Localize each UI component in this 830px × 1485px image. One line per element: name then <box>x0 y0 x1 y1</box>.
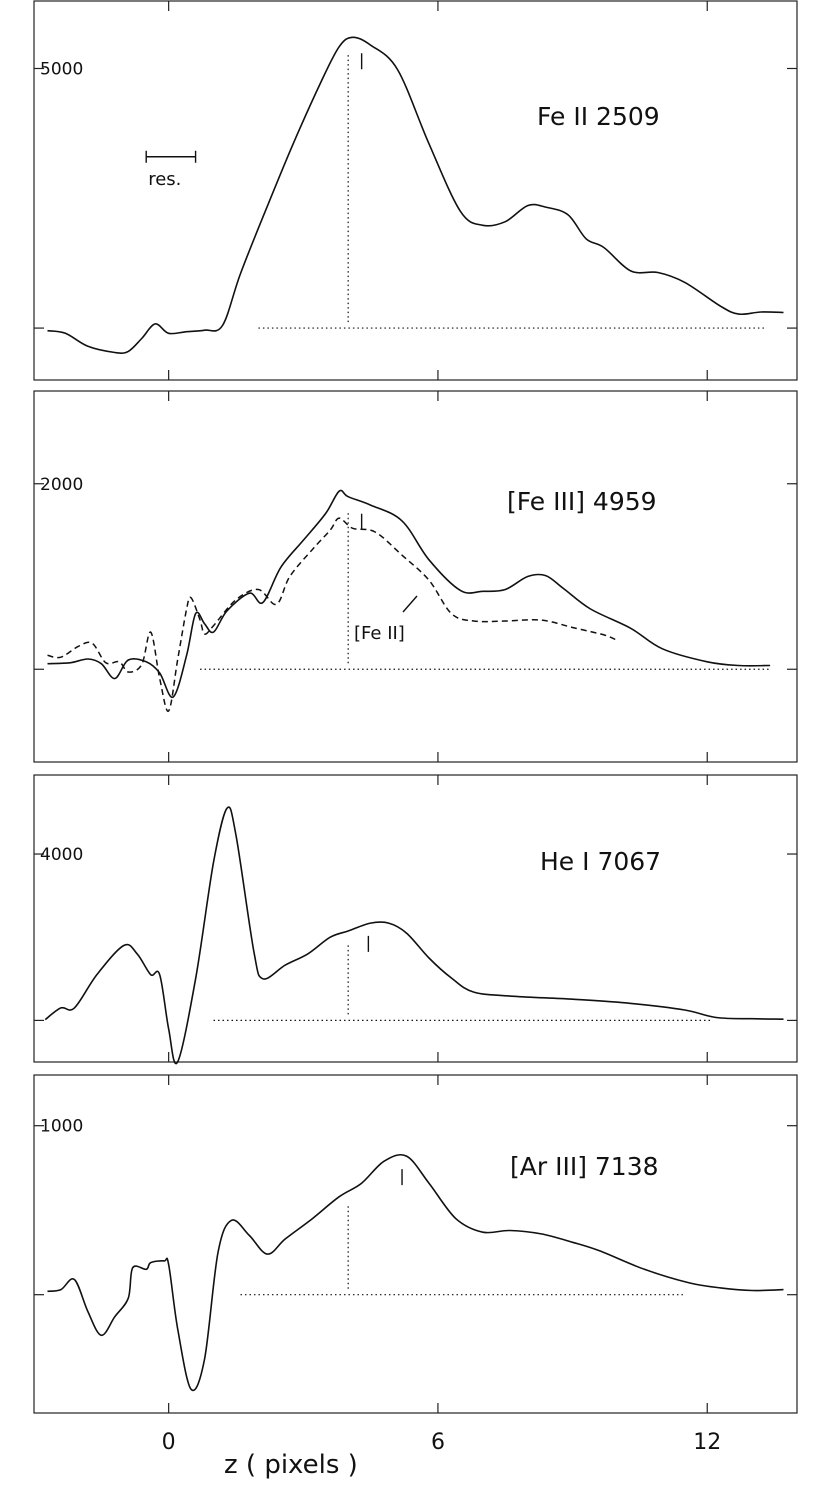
series-line-solid <box>44 806 784 1065</box>
panel-frame <box>33 1074 798 1414</box>
panel-frame <box>33 0 798 381</box>
line-label: [Fe III] 4959 <box>507 487 657 516</box>
x-axis-label: z ( pixels ) <box>224 1450 358 1480</box>
panel-3: 4000 He I 7067 <box>33 774 798 1065</box>
series-line-solid <box>47 489 771 698</box>
x-tick-label: 12 <box>693 1430 721 1455</box>
y-tick-label: 4000 <box>40 845 83 865</box>
panel-4: 1000 [Ar III] 7138 <box>33 1074 798 1414</box>
panel-2: 2000 [Fe III] 4959 [Fe II] <box>33 390 798 763</box>
annotation-label: [Fe II] <box>354 623 405 644</box>
panel-frame <box>33 774 798 1063</box>
panel-1: 5000 Fe II 2509 res. <box>33 0 798 381</box>
line-label: Fe II 2509 <box>537 102 660 131</box>
series-line-solid <box>47 1153 784 1392</box>
annotation-leader <box>402 595 418 613</box>
y-tick-label: 5000 <box>40 59 83 79</box>
y-tick-label: 1000 <box>40 1117 83 1137</box>
series-line-dashed <box>47 517 618 712</box>
series-line-solid <box>47 36 784 354</box>
line-label: He I 7067 <box>540 847 661 876</box>
x-tick-label: 6 <box>431 1430 445 1455</box>
y-tick-label: 2000 <box>40 475 83 495</box>
x-tick-label: 0 <box>162 1430 176 1455</box>
resolution-label: res. <box>148 169 181 190</box>
line-label: [Ar III] 7138 <box>510 1152 659 1181</box>
panel-frame <box>33 390 798 763</box>
